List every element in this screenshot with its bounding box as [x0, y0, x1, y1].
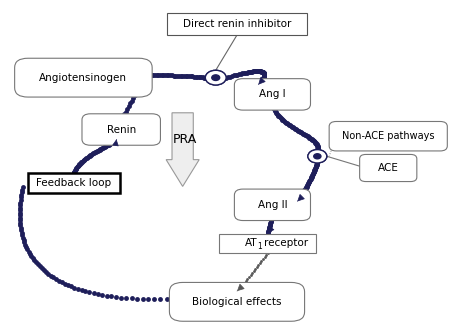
Circle shape [308, 150, 327, 163]
Text: Non-ACE pathways: Non-ACE pathways [342, 131, 435, 141]
Circle shape [212, 75, 219, 80]
Text: Ang I: Ang I [259, 89, 286, 99]
Text: Direct renin inhibitor: Direct renin inhibitor [183, 19, 291, 29]
Text: PRA: PRA [173, 133, 197, 146]
Circle shape [314, 154, 321, 159]
Bar [28, 173, 120, 193]
Text: 1: 1 [257, 243, 262, 251]
FancyBboxPatch shape [169, 283, 305, 321]
Circle shape [205, 70, 226, 85]
Text: Renin: Renin [107, 125, 136, 134]
FancyBboxPatch shape [15, 58, 152, 97]
Circle shape [205, 70, 226, 85]
Polygon shape [166, 113, 199, 186]
FancyBboxPatch shape [360, 155, 417, 181]
Text: Feedback loop: Feedback loop [36, 178, 111, 188]
Bar [167, 13, 307, 35]
Text: Biological effects: Biological effects [192, 297, 282, 307]
Text: Ang II: Ang II [258, 200, 287, 210]
FancyBboxPatch shape [82, 114, 160, 145]
Circle shape [212, 75, 219, 80]
FancyBboxPatch shape [235, 189, 310, 220]
Circle shape [308, 150, 327, 163]
Text: receptor: receptor [264, 238, 308, 248]
Text: Angiotensinogen: Angiotensinogen [39, 73, 128, 83]
Text: ACE: ACE [378, 163, 399, 173]
Circle shape [314, 154, 321, 159]
Text: AT: AT [245, 238, 257, 248]
Bar [219, 234, 316, 253]
FancyBboxPatch shape [235, 79, 310, 110]
FancyBboxPatch shape [329, 122, 447, 151]
